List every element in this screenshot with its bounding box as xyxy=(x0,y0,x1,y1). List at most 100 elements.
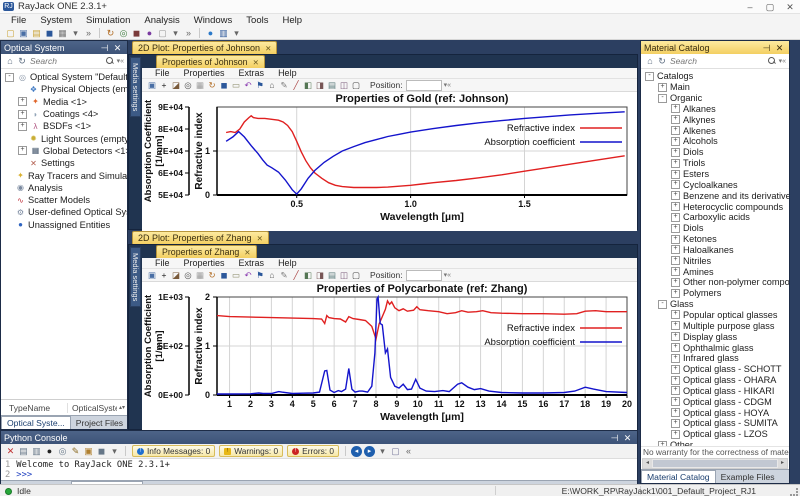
media-settings-tab[interactable]: Media settings xyxy=(130,57,141,118)
lock-icon[interactable]: ◼ xyxy=(97,446,106,456)
tree-item-esters[interactable]: + Esters xyxy=(641,169,789,180)
plot-type-icon[interactable]: ◧ xyxy=(303,80,313,90)
close-icon[interactable]: ✕ xyxy=(113,42,122,53)
tree-item-haloalkanes[interactable]: + Haloalkanes xyxy=(641,245,789,256)
pan-icon[interactable]: + xyxy=(161,270,167,280)
expand-icon[interactable]: + xyxy=(671,429,680,439)
tree-item-heterocyclic-compounds[interactable]: + Heterocyclic compounds xyxy=(641,201,789,212)
lock-icon[interactable]: ◼ xyxy=(132,27,141,38)
scroll-left-icon[interactable]: ◂ xyxy=(643,459,652,468)
tree-item-organic[interactable]: - Organic xyxy=(641,93,789,104)
expand-icon[interactable]: + xyxy=(671,332,680,342)
expand-icon[interactable]: + xyxy=(658,82,667,92)
overflow-icon[interactable]: « xyxy=(405,446,411,456)
menu-help[interactable]: Help xyxy=(278,258,297,268)
select-icon[interactable]: ▣ xyxy=(147,80,157,90)
save-icon[interactable]: ◼ xyxy=(45,27,54,38)
minimize-icon[interactable]: – xyxy=(747,1,753,12)
overflow-icon[interactable]: » xyxy=(85,27,91,38)
folder-icon[interactable]: ▣ xyxy=(84,446,93,456)
log-page-icon[interactable]: ▢ xyxy=(391,446,400,456)
tree-item-scatter-models[interactable]: ∿ Scatter Models xyxy=(1,194,127,206)
tree-item-other-non-polymer-compounds[interactable]: +Other non-polymer compounds xyxy=(641,277,789,288)
tree-item-bsdfs-1[interactable]: + λ BSDFs <1> xyxy=(1,120,127,132)
menu-properties[interactable]: Properties xyxy=(183,68,225,78)
tree-item-user-defined-optical-systems[interactable]: ⚙User-defined Optical Systems xyxy=(1,206,127,218)
home-icon[interactable]: ⌂ xyxy=(7,56,13,66)
tree-item-alkenes[interactable]: + Alkenes xyxy=(641,125,789,136)
search-icon[interactable] xyxy=(105,56,115,66)
undo-icon[interactable]: ↶ xyxy=(244,80,252,90)
refresh-icon[interactable]: ↻ xyxy=(658,55,666,66)
globe-icon[interactable]: ◎ xyxy=(119,27,128,38)
tree-item-glass[interactable]: - Glass xyxy=(641,299,789,310)
close-icon[interactable]: ✕ xyxy=(775,42,784,53)
tree-item-ophthalmic-glass[interactable]: + Ophthalmic glass xyxy=(641,342,789,353)
annotate-icon[interactable]: ⚑ xyxy=(256,80,264,90)
position-chevron-icon[interactable]: ▾« xyxy=(443,272,452,279)
pin-icon[interactable]: ⊣ xyxy=(100,42,109,53)
position-input[interactable] xyxy=(405,79,442,91)
tree-item-nitriles[interactable]: + Nitriles xyxy=(641,255,789,266)
menu-extras[interactable]: Extras xyxy=(238,258,265,268)
media-settings-tab[interactable]: Media settings xyxy=(130,247,141,308)
copy-icon[interactable]: ▭ xyxy=(231,80,241,90)
expand-icon[interactable]: + xyxy=(18,97,27,107)
tree-item-optical-glass-schott[interactable]: + Optical glass - SCHOTT xyxy=(641,364,789,375)
save-icon[interactable]: ◼ xyxy=(220,270,228,280)
back-icon[interactable]: ◂ xyxy=(350,445,362,457)
tree-item-optical-glass-lzos[interactable]: + Optical glass - LZOS xyxy=(641,429,789,440)
expand-icon[interactable]: + xyxy=(671,191,680,201)
tree-item-polymers[interactable]: + Polymers xyxy=(641,288,789,299)
collapse-icon[interactable]: - xyxy=(658,93,667,103)
collapse-icon[interactable]: - xyxy=(658,299,667,309)
grid-icon[interactable]: ▦ xyxy=(195,270,205,280)
expand-icon[interactable]: + xyxy=(671,277,680,287)
tree-item-carboxylic-acids[interactable]: + Carboxylic acids xyxy=(641,212,789,223)
import-icon[interactable]: ▤ xyxy=(32,27,41,38)
position-chevron-icon[interactable]: ▾« xyxy=(443,82,452,89)
tree-item-other[interactable]: + Other xyxy=(641,440,789,446)
tree-item-main[interactable]: + Main xyxy=(641,82,789,93)
open-project-icon[interactable]: ▣ xyxy=(19,27,28,38)
copy-icon[interactable]: ▤ xyxy=(19,446,28,456)
chart-properties-of-polycarbonate[interactable]: 1 2 3 4 5 6 7 8 9 10 11 12 13 14 15 16 17 18 19 20Wavelengt… xyxy=(142,282,637,428)
clear-icon[interactable]: ✕ xyxy=(6,446,15,456)
export-icon[interactable]: ◨ xyxy=(315,270,325,280)
save-icon[interactable]: ◼ xyxy=(220,80,228,90)
warnings-0-button[interactable]: ! Warnings: 0 xyxy=(219,445,284,457)
collapse-icon[interactable]: - xyxy=(5,72,14,82)
overlay-icon[interactable]: ◫ xyxy=(339,80,349,90)
expand-icon[interactable]: + xyxy=(671,353,680,363)
tree-item-cycloalkanes[interactable]: + Cycloalkanes xyxy=(641,179,789,190)
expand-icon[interactable]: + xyxy=(671,267,680,277)
menu-windows[interactable]: Windows xyxy=(193,14,233,26)
tab-properties-of-zhang[interactable]: Properties of Zhang ✕ xyxy=(156,245,257,258)
tree-item-diols[interactable]: + Diols xyxy=(641,147,789,158)
home-icon[interactable]: ⌂ xyxy=(269,80,275,90)
tree-item-triols[interactable]: + Triols xyxy=(641,158,789,169)
collapse-icon[interactable]: - xyxy=(645,71,654,81)
expand-icon[interactable]: + xyxy=(18,109,27,119)
find-icon[interactable]: ◎ xyxy=(58,446,67,456)
expand-icon[interactable]: + xyxy=(18,146,27,156)
tree-item-display-glass[interactable]: + Display glass xyxy=(641,331,789,342)
expand-icon[interactable]: + xyxy=(671,397,680,407)
scroll-right-icon[interactable]: ▸ xyxy=(778,459,787,468)
tree-item-optical-system-default[interactable]: - ◎ Optical System "Default" xyxy=(1,71,127,83)
tree-item-alkynes[interactable]: + Alkynes xyxy=(641,114,789,125)
expand-icon[interactable]: + xyxy=(671,288,680,298)
expand-icon[interactable]: + xyxy=(671,245,680,255)
expand-icon[interactable]: + xyxy=(671,147,680,157)
table-icon[interactable]: ▤ xyxy=(327,80,337,90)
pen-icon[interactable]: ✎ xyxy=(71,446,80,456)
tree-item-light-sources-empty[interactable]: ✹ Light Sources (empty) xyxy=(1,132,127,144)
expand-icon[interactable]: + xyxy=(671,310,680,320)
line-icon[interactable]: ╱ xyxy=(293,270,299,280)
tree-item-ray-tracers-and-simulations[interactable]: ✦ Ray Tracers and Simulations xyxy=(1,169,127,181)
tree-item-optical-glass-hoya[interactable]: + Optical glass - HOYA xyxy=(641,407,789,418)
pan-icon[interactable]: + xyxy=(161,80,167,90)
expand-icon[interactable]: + xyxy=(18,121,27,131)
console-output[interactable]: 1 Welcome to RayJack ONE 2.3.1+ 2 >>> xyxy=(1,459,637,480)
export-icon[interactable]: ◨ xyxy=(315,80,325,90)
